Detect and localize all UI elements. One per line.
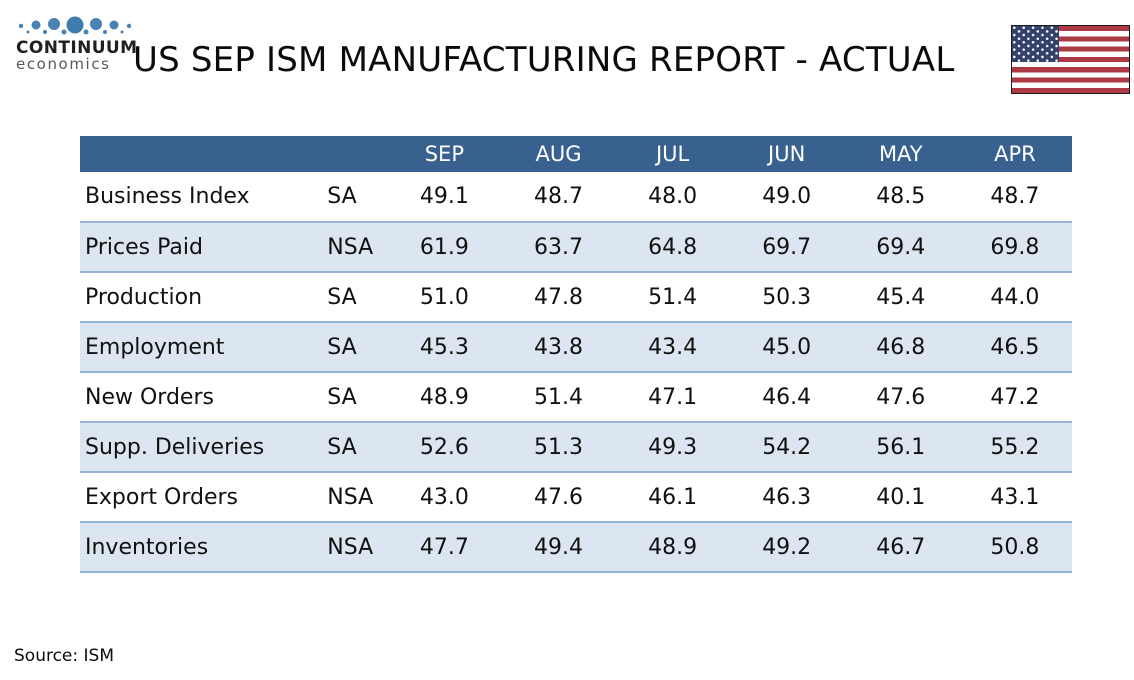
- value-cell: 48.5: [876, 184, 926, 209]
- row-label: Business Index: [85, 184, 250, 209]
- column-header-aug: AUG: [535, 142, 582, 166]
- logo-subtext: economics: [16, 55, 111, 73]
- value-cell: 43.1: [990, 484, 1040, 510]
- value-cell: 56.1: [876, 434, 926, 460]
- adjustment-cell: NSA: [327, 234, 374, 260]
- adjustment-cell: NSA: [327, 534, 374, 560]
- value-cell: 69.4: [876, 234, 926, 260]
- value-cell: 54.2: [762, 434, 812, 460]
- value-cell: 45.3: [419, 334, 469, 360]
- row-label: Export Orders: [85, 484, 238, 510]
- value-cell: 51.4: [533, 384, 583, 410]
- adjustment-cell: SA: [327, 384, 357, 410]
- value-cell: 50.8: [990, 534, 1040, 560]
- value-cell: 49.1: [419, 184, 469, 209]
- value-cell: 46.3: [762, 484, 812, 510]
- value-cell: 46.8: [876, 334, 926, 360]
- value-cell: 48.0: [648, 184, 698, 209]
- row-label: Prices Paid: [85, 234, 203, 260]
- value-cell: 50.3: [762, 284, 812, 310]
- table-row: Export Orders NSA 43.0 47.6 46.1 46.3 40…: [80, 472, 1072, 522]
- value-cell: 64.8: [648, 234, 698, 260]
- value-cell: 55.2: [990, 434, 1040, 460]
- value-cell: 47.6: [876, 384, 926, 410]
- table-row: New Orders SA 48.9 51.4 47.1 46.4 47.6 4…: [80, 372, 1072, 422]
- logo-wordmark: CONTINUUM: [16, 38, 138, 58]
- table-row: Supp. Deliveries SA 52.6 51.3 49.3 54.2 …: [80, 422, 1072, 472]
- value-cell: 48.7: [533, 184, 583, 209]
- value-cell: 43.0: [419, 484, 469, 510]
- value-cell: 47.8: [533, 284, 583, 310]
- column-header-jul: JUL: [655, 142, 690, 166]
- value-cell: 46.5: [990, 334, 1040, 360]
- value-cell: 46.4: [762, 384, 812, 410]
- adjustment-cell: SA: [327, 184, 357, 209]
- value-cell: 47.7: [419, 534, 469, 560]
- value-cell: 69.7: [762, 234, 812, 260]
- value-cell: 48.9: [419, 384, 469, 410]
- table-row: Production SA 51.0 47.8 51.4 50.3 45.4 4…: [80, 272, 1072, 322]
- value-cell: 49.0: [762, 184, 812, 209]
- us-flag-icon: [1011, 25, 1130, 94]
- value-cell: 63.7: [533, 234, 583, 260]
- value-cell: 47.6: [533, 484, 583, 510]
- adjustment-cell: SA: [327, 434, 357, 460]
- value-cell: 43.4: [648, 334, 698, 360]
- logo-dots-icon: [18, 16, 132, 35]
- value-cell: 47.1: [648, 384, 698, 410]
- table-row: Inventories NSA 47.7 49.4 48.9 49.2 46.7…: [80, 522, 1072, 572]
- row-label: Supp. Deliveries: [85, 434, 265, 460]
- row-label: Production: [85, 284, 203, 310]
- adjustment-cell: SA: [327, 284, 357, 310]
- column-header-may: MAY: [878, 142, 923, 166]
- us-flag-canton: [1012, 26, 1059, 63]
- value-cell: 49.2: [762, 534, 812, 560]
- table-header-row: SEP AUG JUL JUN MAY APR: [80, 136, 1072, 172]
- source-note: Source: ISM: [14, 646, 114, 666]
- table-row: Business Index SA 49.1 48.7 48.0 49.0 48…: [80, 172, 1072, 222]
- column-header-sep: SEP: [424, 142, 464, 166]
- value-cell: 69.8: [990, 234, 1040, 260]
- value-cell: 51.4: [648, 284, 698, 310]
- row-label: New Orders: [85, 384, 214, 410]
- value-cell: 49.3: [648, 434, 698, 460]
- page-title: US SEP ISM MANUFACTURING REPORT - ACTUAL: [133, 40, 955, 80]
- value-cell: 52.6: [419, 434, 469, 460]
- value-cell: 48.7: [990, 184, 1040, 209]
- value-cell: 51.3: [533, 434, 583, 460]
- value-cell: 43.8: [533, 334, 583, 360]
- value-cell: 45.0: [762, 334, 812, 360]
- row-label: Employment: [85, 334, 225, 360]
- value-cell: 40.1: [876, 484, 926, 510]
- value-cell: 48.9: [648, 534, 698, 560]
- value-cell: 46.1: [648, 484, 698, 510]
- value-cell: 44.0: [990, 284, 1040, 310]
- value-cell: 47.2: [990, 384, 1040, 410]
- value-cell: 51.0: [419, 284, 469, 310]
- adjustment-cell: SA: [327, 334, 357, 360]
- value-cell: 45.4: [876, 284, 926, 310]
- column-header-apr: APR: [994, 142, 1036, 166]
- column-header-jun: JUN: [768, 142, 806, 166]
- value-cell: 49.4: [533, 534, 583, 560]
- header-label-cell: [80, 136, 325, 172]
- adjustment-cell: NSA: [327, 484, 374, 510]
- header-adjustment-cell: [325, 136, 387, 172]
- value-cell: 61.9: [419, 234, 469, 260]
- value-cell: 46.7: [876, 534, 926, 560]
- ism-report-table: SEP AUG JUL JUN MAY APR Business Index S…: [80, 136, 1072, 573]
- table-row: Employment SA 45.3 43.8 43.4 45.0 46.8 4…: [80, 322, 1072, 372]
- row-label: Inventories: [85, 534, 209, 560]
- continuum-economics-logo: CONTINUUM economics: [16, 13, 141, 73]
- table-row: Prices Paid NSA 61.9 63.7 64.8 69.7 69.4…: [80, 222, 1072, 272]
